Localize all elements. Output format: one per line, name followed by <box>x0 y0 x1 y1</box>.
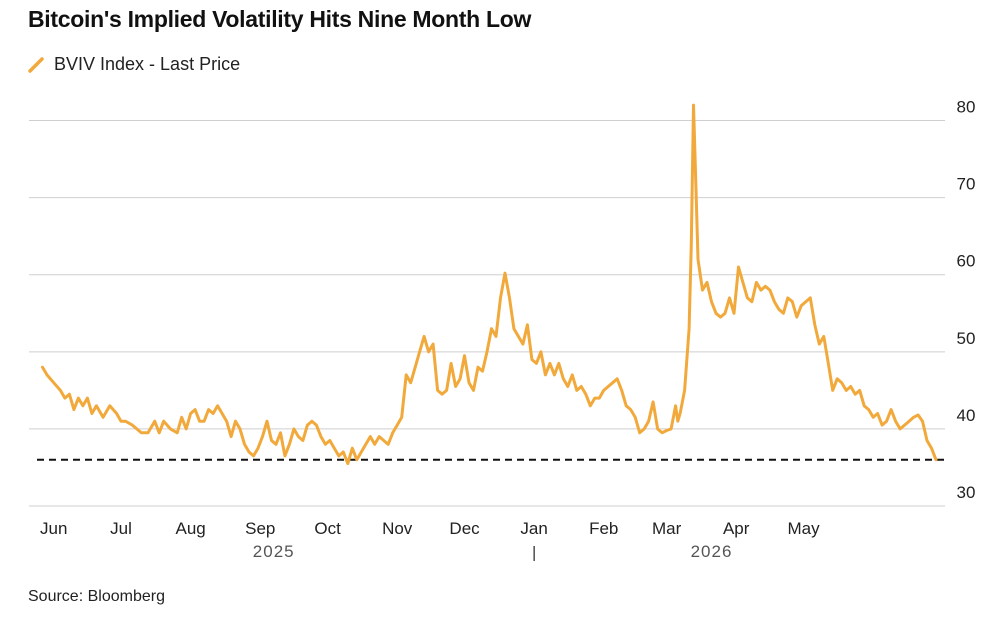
x-tick-label: Nov <box>382 519 413 538</box>
y-tick-label: 50 <box>957 329 976 348</box>
y-tick-label: 30 <box>957 483 976 502</box>
x-tick-label: Feb <box>589 519 618 538</box>
x-tick-label: Dec <box>449 519 480 538</box>
source-note: Source: Bloomberg <box>28 588 165 605</box>
chart-title: Bitcoin's Implied Volatility Hits Nine M… <box>28 6 532 32</box>
series-line-0 <box>41 103 938 466</box>
x-tick-label: Sep <box>245 519 275 538</box>
x-tick-label: Mar <box>652 519 682 538</box>
x-tick-label: Jul <box>110 519 132 538</box>
x-tick-label: Jun <box>40 519 67 538</box>
x-year-label: 2026 <box>691 542 733 561</box>
x-tick-label: Aug <box>176 519 206 538</box>
x-tick-label: Apr <box>723 519 750 538</box>
x-tick-label: Oct <box>314 519 341 538</box>
legend-line-icon <box>28 56 44 73</box>
chart-legend: BVIV Index - Last Price <box>28 54 240 75</box>
y-tick-label: 80 <box>957 98 976 117</box>
legend-label: BVIV Index - Last Price <box>54 54 241 74</box>
x-tick-label: Jan <box>520 519 547 538</box>
y-tick-label: 70 <box>957 175 976 194</box>
y-tick-label: 40 <box>957 406 976 425</box>
y-tick-label: 60 <box>957 252 976 271</box>
x-year-label: 2025 <box>253 542 295 561</box>
x-tick-label: May <box>787 519 820 538</box>
